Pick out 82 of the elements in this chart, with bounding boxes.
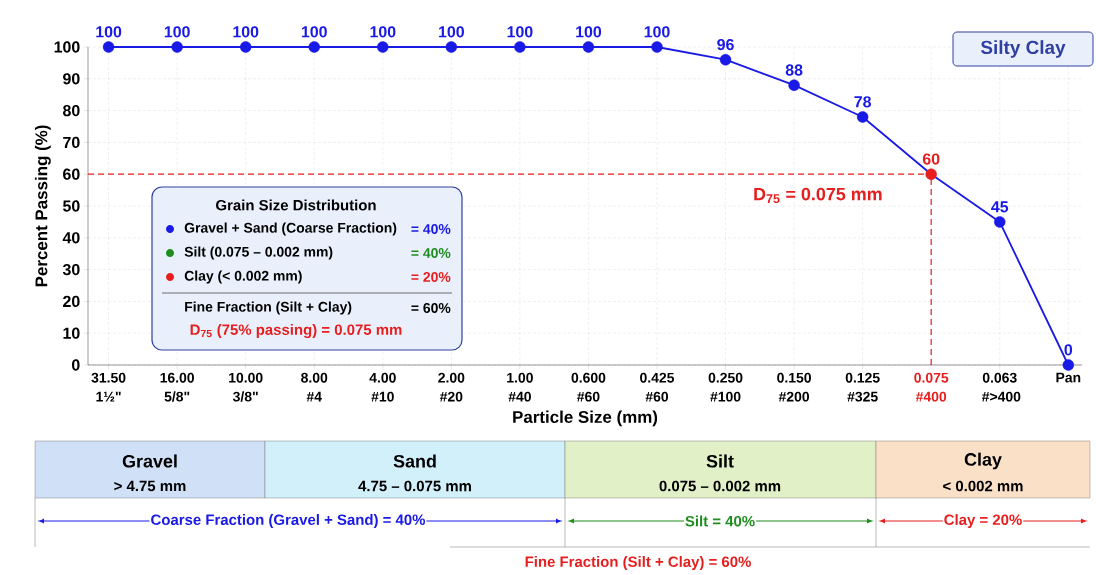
point bbox=[308, 41, 320, 53]
point bbox=[788, 79, 800, 91]
x-tick-label: 10.00 3/8" bbox=[229, 372, 263, 402]
point bbox=[1062, 359, 1074, 371]
annotation: D$_{75}$ = 0.075 mm bbox=[754, 187, 882, 204]
text: Clay bbox=[964, 452, 1002, 470]
point bbox=[171, 41, 183, 53]
point bbox=[925, 168, 937, 180]
y-tick-label: 50 bbox=[62, 200, 80, 212]
y-tick-label: 0 bbox=[71, 359, 80, 371]
text: Silt = 40% bbox=[685, 515, 755, 527]
point bbox=[445, 41, 458, 53]
y-tick-label: 90 bbox=[63, 73, 80, 85]
data-label: 100 bbox=[644, 26, 670, 38]
point bbox=[719, 54, 732, 66]
data-label: 96 bbox=[717, 38, 734, 51]
text: Gravel bbox=[122, 454, 177, 468]
x-tick-label: 1.00 #40 bbox=[507, 372, 533, 402]
text: Clay = 20% bbox=[944, 514, 1022, 528]
data-label: 100 bbox=[507, 26, 533, 38]
data-label: 100 bbox=[96, 26, 122, 38]
point bbox=[514, 41, 526, 53]
point bbox=[651, 41, 663, 53]
x-tick-label: 0.425 #60 bbox=[640, 372, 675, 402]
data-label: 78 bbox=[854, 96, 872, 108]
data-label: 100 bbox=[439, 26, 464, 38]
point bbox=[856, 111, 869, 123]
x-tick-label: 8.00 #4 bbox=[301, 372, 328, 402]
annotation: Clay (< 0.002 mm) bbox=[184, 270, 302, 284]
y-tick-label: 20 bbox=[63, 295, 80, 308]
text: 4.75 – 0.075 mm bbox=[358, 480, 471, 492]
annotation: Fine Fraction (Silt + Clay) bbox=[185, 301, 352, 315]
x-tick-label: 0.063 #>400 bbox=[981, 372, 1021, 402]
annotation: = 60% bbox=[411, 303, 451, 313]
x-tick-label: 2.00 #20 bbox=[438, 372, 465, 402]
data-label: 100 bbox=[576, 26, 602, 38]
point bbox=[377, 41, 389, 53]
y-tick-label: 70 bbox=[63, 136, 80, 149]
y-tick-label: 80 bbox=[63, 104, 80, 117]
data-label: 100 bbox=[370, 26, 396, 38]
data-label: 100 bbox=[233, 26, 259, 38]
x-tick-label: 0.600 #60 bbox=[571, 372, 606, 402]
point bbox=[582, 41, 595, 53]
x-tick-label: Pan bbox=[1056, 372, 1081, 383]
x-tick-label: 16.00 5/8" bbox=[160, 372, 194, 402]
y-tick-label: 10 bbox=[63, 327, 80, 339]
text: Sand bbox=[393, 454, 436, 468]
y-tick-label: 30 bbox=[62, 263, 80, 276]
annotation: = 40% bbox=[411, 248, 451, 258]
y-tick-label: 60 bbox=[63, 168, 80, 180]
data-label: 60 bbox=[922, 153, 940, 165]
data-label: 45 bbox=[991, 201, 1009, 213]
annotation: Silt (0.075 – 0.002 mm) bbox=[184, 246, 333, 260]
annotation: = 20% bbox=[411, 272, 451, 282]
text: < 0.002 mm bbox=[943, 480, 1023, 492]
x-tick-label: 0.075 #400 bbox=[914, 372, 949, 402]
x-tick-label: 4.00 #10 bbox=[369, 372, 396, 402]
annotation: Gravel + Sand (Coarse Fraction) bbox=[184, 222, 397, 236]
x-tick-label: 0.250 #100 bbox=[708, 372, 743, 402]
point bbox=[239, 41, 252, 53]
annotation: = 40% bbox=[411, 224, 451, 234]
text: Coarse Fraction (Gravel + Sand) = 40% bbox=[151, 514, 426, 528]
data-label: 100 bbox=[301, 26, 327, 38]
chart-title: Silty Clay bbox=[980, 40, 1066, 58]
x-tick-label: 0.125 #325 bbox=[845, 372, 880, 402]
data-label: 88 bbox=[785, 64, 803, 76]
annotation: D$_{75}$ (75% passing) = 0.075 mm bbox=[190, 324, 402, 338]
text: Silt bbox=[706, 454, 734, 468]
point bbox=[994, 216, 1006, 228]
x-tick-label: 0.150 #200 bbox=[777, 372, 811, 402]
point bbox=[102, 41, 115, 53]
annotation: Grain Size Distribution bbox=[216, 199, 376, 211]
y-axis-title: Percent Passing (%) bbox=[34, 125, 51, 287]
y-tick-label: 100 bbox=[54, 41, 80, 53]
x-axis-title: Particle Size (mm) bbox=[513, 410, 658, 427]
x-tick-label: 31.50 1½" bbox=[91, 372, 126, 402]
y-tick-label: 40 bbox=[62, 232, 80, 244]
text: > 4.75 mm bbox=[114, 480, 186, 492]
data-label: 0 bbox=[1064, 344, 1073, 356]
data-label: 100 bbox=[164, 26, 190, 38]
text: 0.075 – 0.002 mm bbox=[659, 480, 781, 492]
text: Fine Fraction (Silt + Clay) = 60% bbox=[525, 556, 751, 570]
